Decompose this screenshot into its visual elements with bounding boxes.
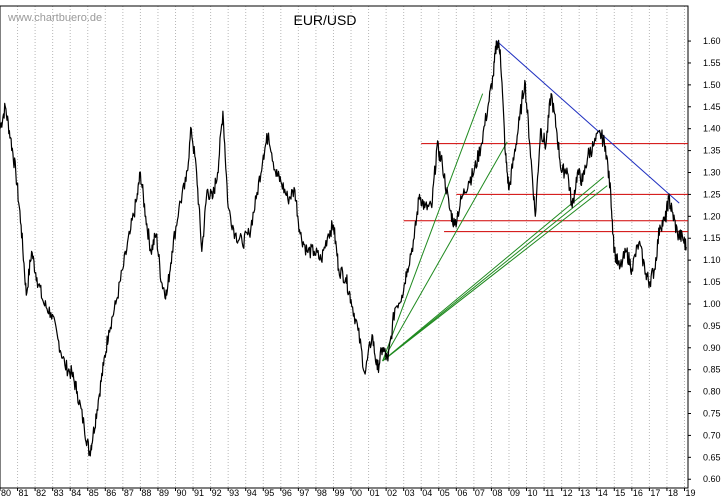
- plot-frame: [0, 5, 689, 489]
- y-tick-label: 1.10: [703, 255, 721, 265]
- x-tick-label: 05: [440, 488, 450, 498]
- x-tick-label: 90: [177, 488, 187, 498]
- x-tick-label: 11: [545, 488, 554, 498]
- x-tick-label: 86: [106, 488, 116, 498]
- x-tick-label: 97: [299, 488, 309, 498]
- y-tick-label: 1.45: [703, 102, 721, 112]
- fan-line: [382, 185, 608, 362]
- x-tick-label: 87: [124, 488, 134, 498]
- x-tick-label: 98: [317, 488, 327, 498]
- x-tick-label: 82: [36, 488, 46, 498]
- x-tick-label: 88: [141, 488, 151, 498]
- x-tick-label: 15: [615, 488, 625, 498]
- y-tick-label: 0.65: [703, 452, 721, 462]
- vertical-grid: [17, 6, 685, 488]
- price-line: [0, 39, 687, 457]
- y-tick-label: 0.95: [703, 321, 721, 331]
- x-tick-label: 00: [352, 488, 362, 498]
- y-tick-label: 1.50: [703, 80, 721, 90]
- x-tick-label: 84: [71, 488, 81, 498]
- fan-line: [382, 176, 605, 362]
- x-tick-label: 91: [194, 488, 204, 498]
- annotation-lines: [382, 40, 688, 362]
- x-tick-label: 14: [598, 488, 608, 498]
- y-tick-label: 1.05: [703, 277, 721, 287]
- x-tick-label: 16: [633, 488, 643, 498]
- x-tick-label: 92: [212, 488, 222, 498]
- x-tick-label: 03: [405, 488, 415, 498]
- x-tick-label: 81: [19, 488, 29, 498]
- y-tick-label: 0.75: [703, 409, 721, 419]
- y-tick-label: 0.70: [703, 430, 721, 440]
- x-tick-label: 06: [457, 488, 467, 498]
- y-tick-label: 0.60: [703, 474, 721, 484]
- x-tick-label: 09: [510, 488, 520, 498]
- x-tick-label: 10: [528, 488, 538, 498]
- y-tick-label: 1.00: [703, 299, 721, 309]
- x-tick-label: 95: [264, 488, 274, 498]
- watermark: www.chartbuero.de: [7, 12, 102, 24]
- x-tick-label: 19: [685, 488, 695, 498]
- y-tick-label: 1.60: [703, 36, 721, 46]
- y-tick-label: 1.55: [703, 58, 721, 68]
- fan-line: [382, 141, 508, 362]
- x-tick-label: 94: [247, 488, 257, 498]
- y-axis-ticks: 0.60 0.65 0.70 0.75 0.80 0.85 0.90 0.95 1.00 1.05…: [688, 36, 721, 484]
- x-tick-label: 93: [229, 488, 239, 498]
- y-tick-label: 1.40: [703, 124, 721, 134]
- x-tick-label: 13: [580, 488, 590, 498]
- x-tick-label: 85: [89, 488, 99, 498]
- y-tick-label: 0.90: [703, 343, 721, 353]
- y-tick-label: 0.85: [703, 365, 721, 375]
- x-tick-label: 80: [1, 488, 11, 498]
- chart-title: EUR/USD: [293, 12, 356, 28]
- y-tick-label: 1.20: [703, 211, 721, 221]
- x-tick-label: 08: [492, 488, 502, 498]
- x-axis-ticks: 80 81 82 83 84 85 86 87 88 89 90 91 92 93 94 95 96 97 98 99…: [0, 488, 696, 498]
- fan-line: [382, 93, 484, 362]
- downtrend-line: [496, 40, 680, 204]
- x-tick-label: 01: [370, 488, 380, 498]
- y-tick-label: 1.15: [703, 233, 721, 243]
- price-series: [0, 39, 687, 457]
- x-tick-label: 02: [387, 488, 397, 498]
- x-tick-label: 83: [54, 488, 64, 498]
- x-tick-label: 12: [563, 488, 573, 498]
- x-tick-label: 99: [334, 488, 344, 498]
- y-tick-label: 0.80: [703, 387, 721, 397]
- y-tick-label: 1.35: [703, 146, 721, 156]
- x-tick-label: 96: [282, 488, 292, 498]
- x-tick-label: 17: [650, 488, 660, 498]
- x-tick-label: 89: [159, 488, 169, 498]
- x-tick-label: 04: [422, 488, 432, 498]
- x-tick-label: 18: [668, 488, 678, 498]
- x-tick-label: 07: [475, 488, 485, 498]
- fan-line: [382, 189, 596, 362]
- y-tick-label: 1.25: [703, 189, 721, 199]
- y-tick-label: 1.30: [703, 168, 721, 178]
